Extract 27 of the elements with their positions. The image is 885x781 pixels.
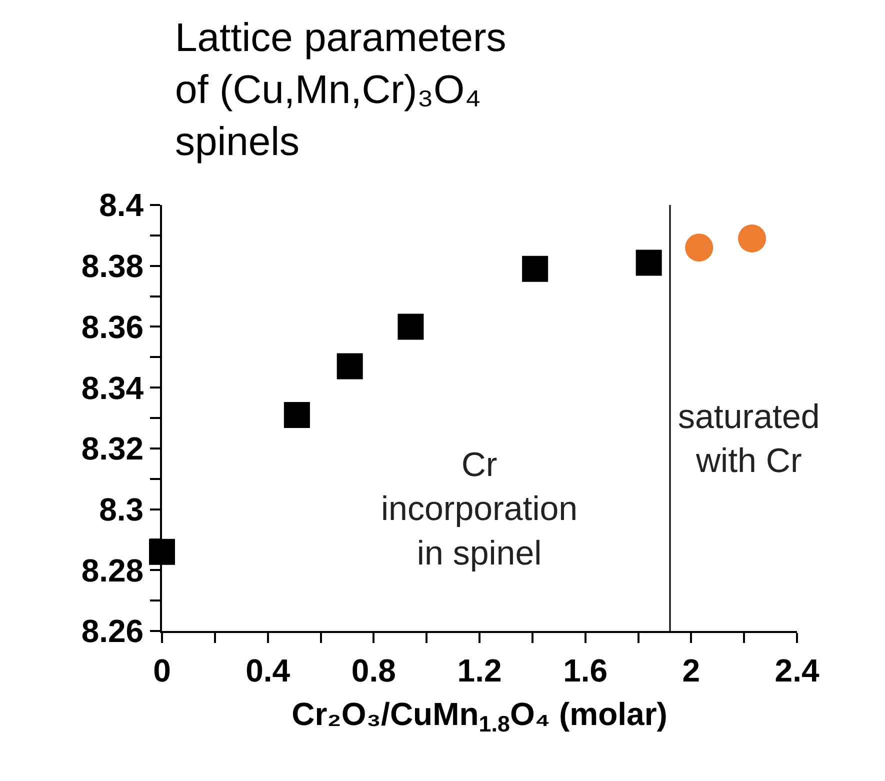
y-tick-label: 8.32 (81, 430, 144, 467)
y-tick-label: 8.26 (81, 613, 144, 650)
point (149, 538, 175, 565)
point (685, 234, 714, 262)
point (336, 353, 363, 380)
y-tick-label: 8.4 (99, 187, 144, 224)
y-tick-label: 8.28 (81, 552, 144, 588)
annotation: Cr incorporation in spinel (381, 446, 578, 572)
y-tick-label: 8.36 (81, 308, 144, 345)
point (738, 224, 766, 252)
x-axis-title: Cr₂O₃/CuMn$_{1.8}$O₄ (molar) (292, 696, 668, 737)
x-tick-label: 2 (682, 652, 700, 688)
point (522, 256, 548, 282)
y-tick-label: 8.38 (81, 248, 144, 284)
x-tick-label: 1.2 (457, 652, 502, 688)
point (284, 402, 310, 428)
point (636, 250, 662, 276)
point (398, 314, 424, 340)
annotation: saturated with Cr (678, 398, 820, 480)
y-tick-label: 8.34 (81, 370, 144, 406)
x-tick-label: 1.6 (563, 652, 608, 688)
x-tick-label: 0 (153, 652, 171, 688)
x-tick-label: 0.4 (246, 652, 290, 688)
chart-title: Lattice parameters of (Cu,Mn,Cr)₃O₄ spinels (175, 16, 506, 164)
y-tick-label: 8.3 (99, 491, 144, 528)
x-tick-label: 0.8 (351, 652, 396, 688)
x-tick-label: 2.4 (774, 652, 820, 688)
